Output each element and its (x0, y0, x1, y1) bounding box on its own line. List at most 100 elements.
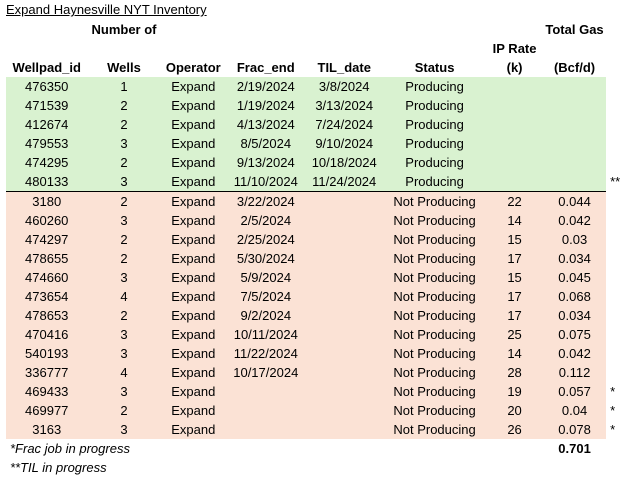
cell-frac-end: 9/2/2024 (226, 306, 306, 325)
cell-til-date: 9/10/2024 (305, 134, 383, 153)
cell-wells: 3 (87, 211, 161, 230)
header-wells-top: Number of (91, 22, 157, 37)
cell-wellpad-id: 478655 (6, 249, 88, 268)
sheet-title: Expand Haynesville NYT Inventory (6, 2, 207, 17)
cell-status: Producing (382, 153, 487, 172)
cell-operator: Expand (160, 249, 227, 268)
cell-total-gas (542, 77, 607, 96)
cell-operator: Expand (160, 287, 227, 306)
cell-operator: Expand (160, 306, 227, 325)
table-row: 473654 4 Expand 7/5/2024 Not Producing 17 0.06… (6, 287, 624, 306)
cell-til-date (305, 249, 383, 268)
cell-total-gas: 0.078 (542, 420, 607, 439)
cell-wells: 1 (87, 77, 161, 96)
cell-frac-end: 8/5/2024 (226, 134, 306, 153)
cell-ip-rate: 22 (486, 191, 543, 211)
cell-wellpad-id: 480133 (6, 172, 88, 192)
row-footnote-marker (606, 77, 624, 96)
cell-operator: Expand (160, 363, 227, 382)
cell-wells: 4 (87, 363, 161, 382)
cell-ip-rate: 15 (486, 268, 543, 287)
cell-status: Not Producing (382, 344, 487, 363)
cell-frac-end: 2/25/2024 (226, 230, 306, 249)
cell-frac-end: 7/5/2024 (226, 287, 306, 306)
cell-operator: Expand (160, 96, 227, 115)
cell-til-date: 11/24/2024 (305, 172, 383, 192)
cell-wells: 2 (87, 153, 161, 172)
cell-ip-rate: 25 (486, 325, 543, 344)
cell-total-gas: 0.034 (542, 249, 607, 268)
cell-wellpad-id: 469433 (6, 382, 88, 401)
cell-frac-end: 11/10/2024 (226, 172, 306, 192)
table-row: 474295 2 Expand 9/13/2024 10/18/2024 Producin… (6, 153, 624, 172)
cell-status: Not Producing (382, 268, 487, 287)
cell-frac-end: 2/5/2024 (226, 211, 306, 230)
cell-wellpad-id: 540193 (6, 344, 88, 363)
cell-wellpad-id: 469977 (6, 401, 88, 420)
table-row: 412674 2 Expand 4/13/2024 7/24/2024 Producing (6, 115, 624, 134)
cell-til-date (305, 268, 383, 287)
row-footnote-marker (606, 96, 624, 115)
table-row: 474660 3 Expand 5/9/2024 Not Producing 15 0.04… (6, 268, 624, 287)
row-footnote-marker (606, 268, 624, 287)
cell-frac-end: 5/30/2024 (226, 249, 306, 268)
cell-til-date (305, 287, 383, 306)
cell-til-date (305, 363, 383, 382)
table-row: 476350 1 Expand 2/19/2024 3/8/2024 Producing (6, 77, 624, 96)
cell-frac-end: 10/11/2024 (226, 325, 306, 344)
cell-status: Not Producing (382, 230, 487, 249)
cell-frac-end: 5/9/2024 (226, 268, 306, 287)
cell-status: Not Producing (382, 382, 487, 401)
cell-ip-rate (486, 134, 543, 153)
cell-ip-rate: 17 (486, 306, 543, 325)
row-footnote-marker (606, 325, 624, 344)
cell-frac-end (226, 420, 306, 439)
cell-wellpad-id: 476350 (6, 77, 88, 96)
cell-til-date: 3/13/2024 (305, 96, 383, 115)
cell-ip-rate: 17 (486, 249, 543, 268)
table-row: 540193 3 Expand 11/22/2024 Not Producing 14 0.… (6, 344, 624, 363)
header-status: Status (414, 60, 455, 75)
cell-operator: Expand (160, 420, 227, 439)
cell-operator: Expand (160, 230, 227, 249)
cell-wells: 2 (87, 306, 161, 325)
table-row: 3180 2 Expand 3/22/2024 Not Producing 22 0.044 (6, 191, 624, 211)
cell-wells: 3 (87, 134, 161, 153)
cell-operator: Expand (160, 153, 227, 172)
cell-total-gas: 0.112 (542, 363, 607, 382)
cell-frac-end: 1/19/2024 (226, 96, 306, 115)
cell-total-gas (542, 134, 607, 153)
table-row: 478655 2 Expand 5/30/2024 Not Producing 17 0.0… (6, 249, 624, 268)
cell-status: Producing (382, 77, 487, 96)
cell-total-gas: 0.068 (542, 287, 607, 306)
cell-til-date (305, 382, 383, 401)
cell-operator: Expand (160, 191, 227, 211)
header-wells-bottom: Wells (107, 60, 141, 75)
cell-frac-end (226, 401, 306, 420)
cell-wellpad-id: 3180 (6, 191, 88, 211)
table-row: 3163 3 Expand Not Producing 26 0.078 * (6, 420, 624, 439)
cell-wells: 2 (87, 96, 161, 115)
cell-wells: 3 (87, 268, 161, 287)
cell-total-gas: 0.042 (542, 344, 607, 363)
cell-frac-end: 4/13/2024 (226, 115, 306, 134)
cell-status: Producing (382, 115, 487, 134)
row-footnote-marker (606, 191, 624, 211)
cell-status: Not Producing (382, 420, 487, 439)
row-footnote-marker (606, 211, 624, 230)
cell-wells: 3 (87, 172, 161, 192)
row-footnote-marker (606, 363, 624, 382)
cell-til-date (305, 191, 383, 211)
cell-wellpad-id: 474295 (6, 153, 88, 172)
cell-total-gas (542, 172, 607, 192)
cell-ip-rate: 15 (486, 230, 543, 249)
header-wellpad: Wellpad_id (12, 60, 81, 75)
cell-ip-rate: 14 (486, 211, 543, 230)
table-body: 476350 1 Expand 2/19/2024 3/8/2024 Producing 4… (6, 77, 624, 439)
cell-ip-rate (486, 77, 543, 96)
cell-total-gas (542, 115, 607, 134)
cell-operator: Expand (160, 325, 227, 344)
cell-ip-rate: 28 (486, 363, 543, 382)
table-row: 336777 4 Expand 10/17/2024 Not Producing 28 0.… (6, 363, 624, 382)
cell-wellpad-id: 478653 (6, 306, 88, 325)
